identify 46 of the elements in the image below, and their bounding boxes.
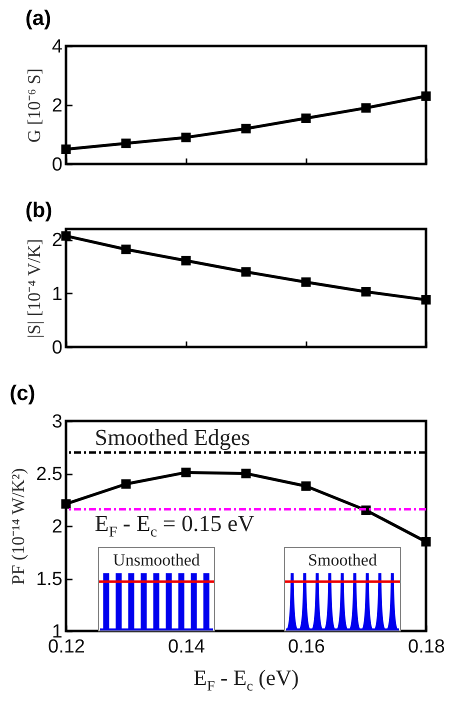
point — [301, 114, 311, 124]
y-axis-title: PF (10⁻¹⁴ W/K²) — [8, 468, 28, 585]
y-tick-label: 2 — [52, 230, 62, 252]
point — [181, 132, 191, 142]
y-tick-label: 2 — [52, 96, 62, 116]
point — [241, 468, 251, 478]
y-axis-title: |S| [10⁻⁴ V/K] — [24, 238, 44, 338]
point — [241, 124, 251, 134]
y-tick-label: 1.5 — [36, 569, 62, 590]
point — [421, 295, 431, 305]
point — [241, 267, 251, 277]
annotation: Unsmoothed — [113, 550, 201, 570]
point — [361, 287, 371, 296]
y-axis-title: G [10⁻⁶ S] — [24, 68, 44, 143]
spike-picture: Smoothed — [284, 546, 402, 631]
y-tick-label: 0 — [52, 338, 62, 358]
point — [421, 91, 431, 101]
point — [181, 256, 191, 266]
y-tick-label: 2 — [52, 516, 62, 538]
y-tick-label: 3 — [52, 412, 62, 432]
point — [181, 468, 191, 478]
point — [121, 138, 131, 148]
y-tick-label: 0 — [52, 154, 62, 176]
point — [121, 479, 131, 489]
chart-title: (c) — [10, 382, 36, 405]
x-tick-label: 0.18 — [408, 636, 445, 658]
point — [361, 103, 371, 113]
point — [421, 537, 431, 546]
spike-picture: Unsmoothed — [98, 546, 216, 631]
x-tick-label: 0.14 — [168, 636, 206, 658]
chart-title: (a) — [25, 7, 52, 30]
y-tick-label: 4 — [52, 36, 63, 58]
chart-title: (b) — [25, 199, 52, 222]
y-tick-label: 1 — [52, 284, 62, 305]
point — [61, 231, 71, 241]
point — [301, 277, 311, 287]
point — [121, 244, 131, 254]
point — [61, 144, 71, 154]
annotation: E$_{F}$ - E$_{c}$ = 0.15 eV — [94, 511, 254, 542]
annotation: Smoothed Edges — [94, 424, 250, 450]
point — [61, 499, 71, 509]
point — [301, 481, 311, 491]
x-axis-title: E$_{F}$ - E$_{c}$ (eV) — [194, 665, 299, 696]
y-tick-label: 2.5 — [36, 464, 62, 485]
annotation: Smoothed — [308, 550, 378, 570]
x-tick-label: 0.16 — [288, 636, 325, 658]
